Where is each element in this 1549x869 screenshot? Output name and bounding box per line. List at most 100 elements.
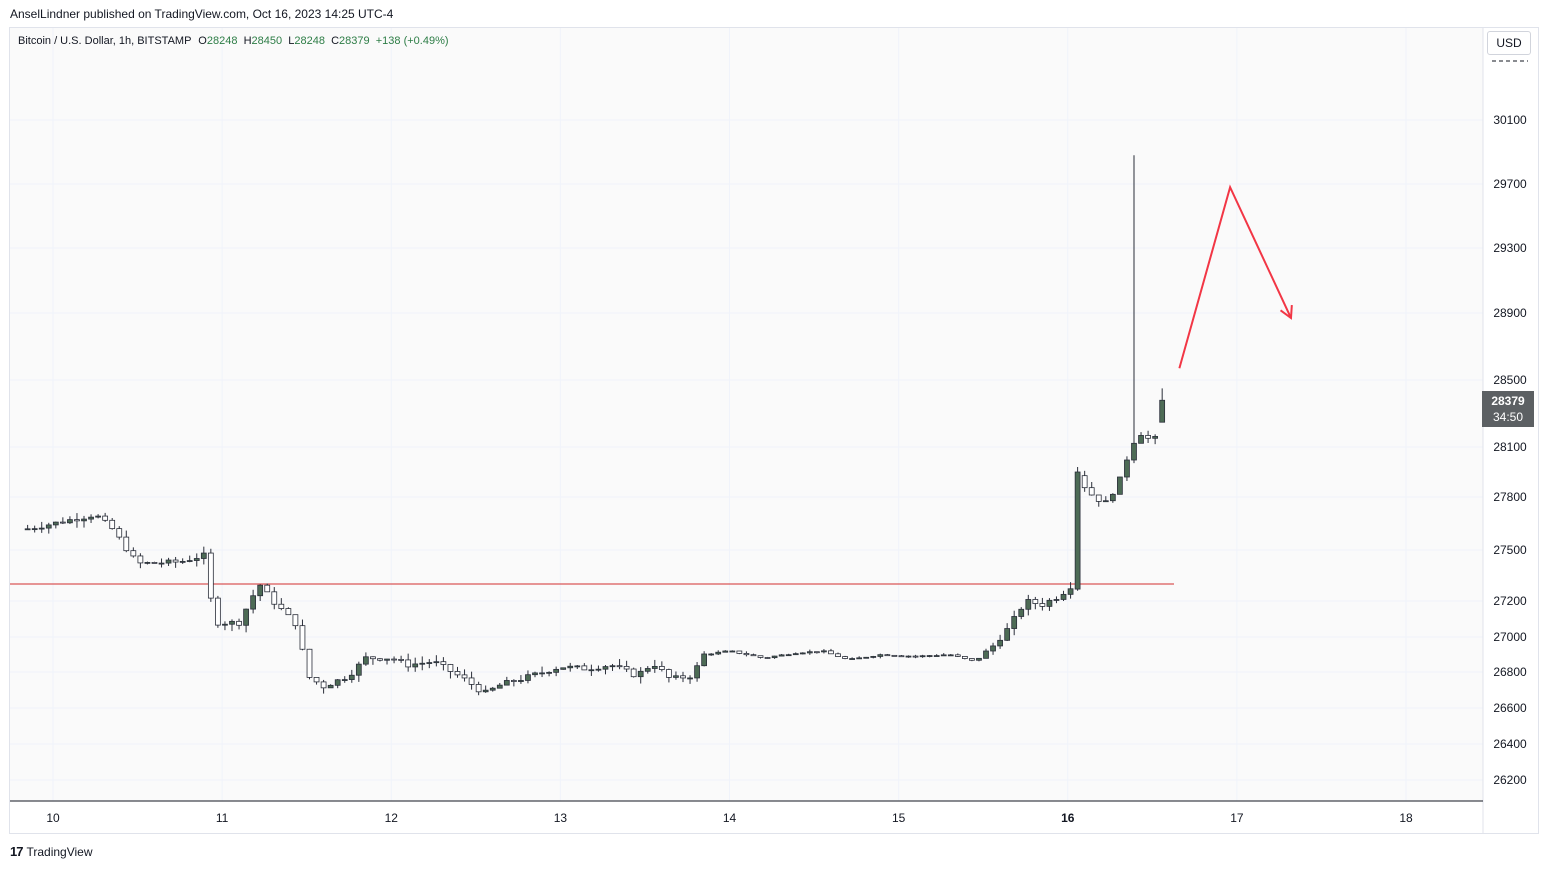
time-axis[interactable]: 10 11 12 13 14 15 16 17 18	[46, 811, 1413, 825]
candle-body	[489, 687, 496, 691]
candle-body	[1124, 459, 1130, 478]
candle-body	[764, 657, 771, 659]
candle-body	[52, 521, 59, 526]
price-axis[interactable]: 26200 26400 26600 26800 27000 27200 27500 27800…	[1492, 60, 1528, 787]
candle-body	[778, 654, 785, 657]
candle-body	[884, 654, 891, 657]
candle-body	[623, 666, 630, 670]
candle-body	[384, 658, 390, 661]
candle-body	[278, 603, 285, 609]
legend-high-label: H	[243, 35, 252, 47]
candle-body	[334, 679, 341, 686]
candle-body	[616, 665, 623, 668]
candle-body	[680, 675, 686, 679]
candle-body	[229, 620, 235, 625]
candle-body	[588, 669, 595, 672]
candle-body	[1131, 442, 1137, 461]
candle-body	[116, 528, 123, 538]
candle-body	[581, 665, 588, 671]
candle-body	[870, 656, 877, 658]
last-price-value: 28379	[1491, 394, 1525, 408]
candle-body	[940, 654, 947, 657]
x-tick-label: 16	[1061, 811, 1075, 825]
candle-body	[821, 650, 827, 653]
currency-button[interactable]: USD	[1487, 31, 1531, 55]
candle-body	[644, 668, 651, 672]
candle-body	[814, 651, 820, 654]
candle-body	[102, 515, 109, 521]
candle-body	[215, 597, 221, 626]
candle-body	[962, 656, 968, 659]
candle-body	[1025, 599, 1032, 610]
x-tick-label: 14	[723, 811, 737, 825]
candle-body	[954, 654, 961, 657]
candle-body	[1152, 436, 1159, 439]
candle-body	[849, 658, 855, 660]
candle-body	[877, 654, 884, 657]
candle-body	[785, 654, 792, 657]
candle-body	[461, 674, 468, 679]
candle-body	[222, 623, 228, 626]
candle-body	[419, 662, 426, 665]
candle-body	[666, 669, 672, 678]
candle-body	[1067, 588, 1074, 595]
y-tick-label: 26200	[1493, 773, 1527, 787]
x-tick-label: 11	[216, 811, 229, 825]
candle-body	[1088, 487, 1095, 496]
candle-body	[701, 653, 707, 667]
candle-body	[172, 559, 179, 563]
candle-body	[38, 527, 45, 530]
candle-body	[412, 663, 419, 668]
candle-body	[165, 559, 172, 564]
candle-body	[81, 518, 87, 522]
candle-body	[200, 552, 207, 559]
candle-body	[729, 650, 736, 653]
candle-body	[574, 665, 581, 668]
candle-body	[905, 655, 912, 658]
y-tick-label: 28900	[1493, 306, 1527, 320]
candle-body	[708, 653, 715, 656]
candle-body	[186, 560, 193, 562]
candle-body	[828, 650, 834, 655]
candle-body	[370, 656, 376, 660]
candle-body	[475, 684, 482, 693]
candle-body	[792, 653, 799, 656]
candle-body	[510, 680, 517, 682]
candle-body	[320, 681, 327, 689]
candle-body	[158, 562, 165, 565]
candle-body	[426, 662, 433, 664]
candle-body	[1032, 599, 1039, 604]
candle-body	[1095, 494, 1102, 502]
candle-body	[1159, 399, 1166, 423]
y-tick-label: 26800	[1493, 665, 1527, 679]
candle-body	[207, 552, 214, 599]
candle-body	[468, 677, 475, 685]
y-tick-label: 28100	[1493, 440, 1527, 454]
x-tick-label: 13	[554, 811, 568, 825]
legend-symbol: Bitcoin / U.S. Dollar, 1h, BITSTAMP	[18, 35, 192, 47]
candle-body	[306, 648, 313, 678]
footer[interactable]: 17 TradingView	[10, 844, 93, 859]
candle-body	[976, 657, 982, 661]
candle-body	[799, 652, 806, 655]
x-tick-label: 18	[1399, 811, 1413, 825]
candle-body	[553, 668, 560, 673]
candle-body	[919, 655, 926, 658]
candle-body	[391, 658, 397, 661]
candle-body	[503, 680, 510, 686]
candle-body	[250, 595, 256, 610]
legend-high: 28450	[251, 35, 283, 47]
candle-body	[236, 620, 242, 626]
arrow-annotation	[1178, 184, 1293, 369]
candle-body	[24, 528, 31, 531]
candle-body	[990, 645, 996, 652]
candle-body	[658, 666, 665, 670]
y-tick-label: 30100	[1493, 113, 1527, 127]
candle-body	[440, 661, 447, 665]
candle-body	[1060, 593, 1067, 600]
candle-body	[292, 614, 299, 627]
legend-low-label: L	[288, 35, 295, 47]
candle-body	[518, 680, 524, 682]
candle-body	[856, 657, 863, 660]
